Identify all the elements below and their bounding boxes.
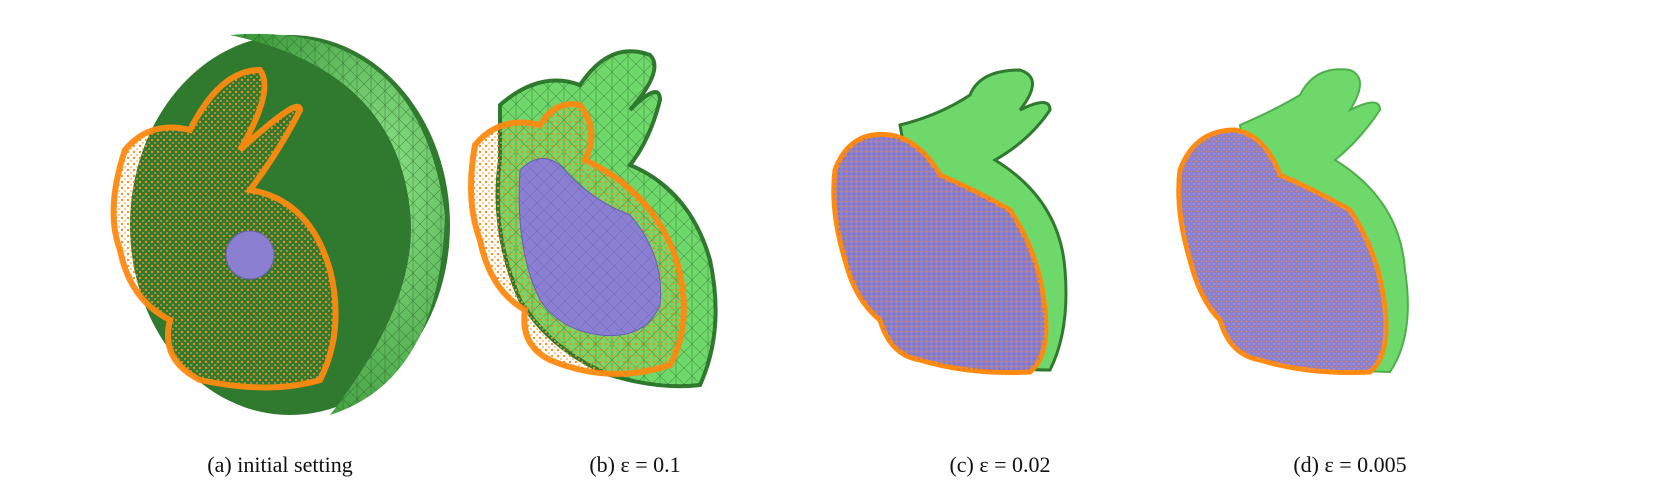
caption-a: (a) initial setting (207, 452, 353, 477)
bunny-point-cloud (110, 66, 339, 391)
caption-b: (b) ε = 0.1 (589, 452, 681, 477)
panel-b: (b) ε = 0.1 (460, 0, 760, 496)
panel-d-illustration (1176, 68, 1409, 375)
panel-d: (d) ε = 0.005 (1176, 0, 1540, 496)
panel-b-illustration (468, 49, 718, 389)
inner-sphere (225, 230, 275, 280)
caption-c: (c) ε = 0.02 (949, 452, 1051, 477)
caption-d: (d) ε = 0.005 (1293, 452, 1407, 477)
panel-a-illustration (110, 33, 450, 416)
panel-a: (a) initial setting (0, 0, 480, 496)
panel-c-illustration (831, 68, 1068, 375)
panel-c: (c) ε = 0.02 (831, 0, 1160, 496)
